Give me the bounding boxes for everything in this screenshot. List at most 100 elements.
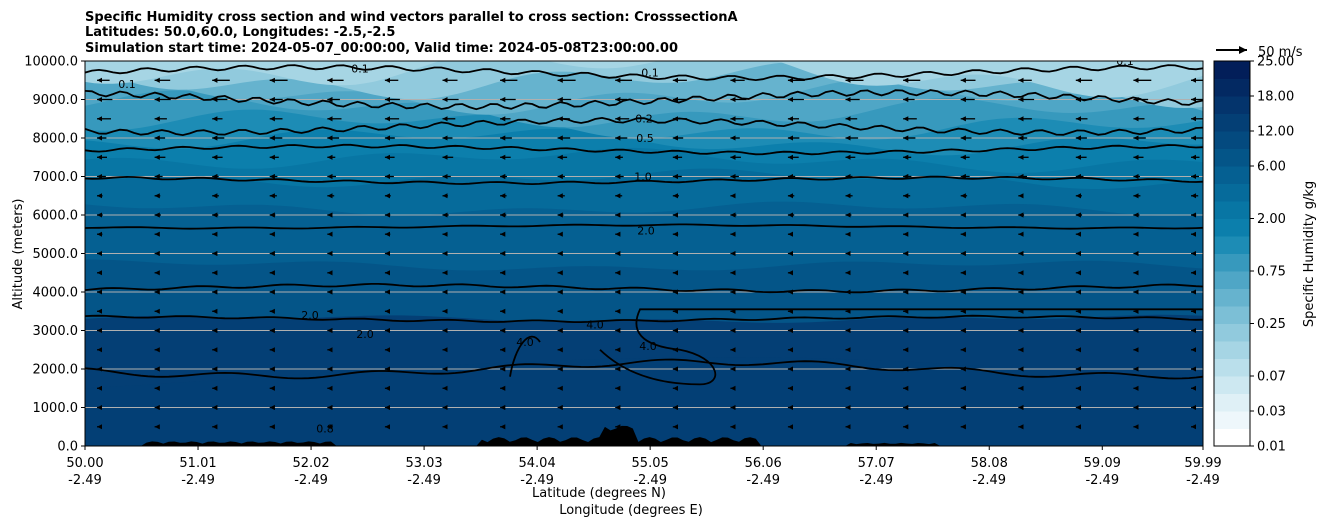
chart-title-line-1: Specific Humidity cross section and wind… <box>85 10 738 25</box>
contour-line <box>85 143 1203 156</box>
colorbar-segment <box>1214 131 1250 149</box>
contour-line-4 <box>599 308 1203 386</box>
colorbar-segment <box>1214 166 1250 184</box>
humidity-band-lower <box>85 357 1203 446</box>
plot-area: 0.1 0.1 0.1 0.1 0.2 0.5 1.0 2.0 2.0 2.0 4.0 4.0 4.0 0… <box>85 55 1203 446</box>
x-tick-label-lon: -2.49 <box>294 473 328 488</box>
terrain <box>85 425 1203 446</box>
x-tick-label-lon: -2.49 <box>68 473 102 488</box>
y-tick-label: 0.0 <box>57 440 78 455</box>
colorbar-tick-label: 18.00 <box>1257 90 1294 105</box>
colorbar-segment <box>1214 358 1250 377</box>
x-tick-label-lat: 58.08 <box>971 456 1008 471</box>
x-tick-label-lon: -2.49 <box>1186 473 1220 488</box>
colorbar-label: Specific Humidity g/kg <box>1302 181 1317 327</box>
chart-title-line-2: Latitudes: 50.0,60.0, Longitudes: -2.5,-… <box>85 25 395 40</box>
colorbar: 0.01 0.03 0.07 0.25 0.75 2.00 6.00 12.00 18.00 25… <box>1214 55 1294 455</box>
contour-line <box>85 283 1203 294</box>
colorbar-tick-label: 0.03 <box>1257 405 1286 420</box>
colorbar-segment <box>1214 376 1250 394</box>
x-tick-label-lon: -2.49 <box>859 473 893 488</box>
y-tick-label: 6000.0 <box>33 209 79 224</box>
colorbar-frame <box>1213 60 1251 447</box>
colorbar-segment <box>1214 306 1250 324</box>
x-tick-label-lat: 53.03 <box>405 456 442 471</box>
x-axis-label-lon: Longitude (degrees E) <box>559 503 703 518</box>
x-axis-label-lat: Latitude (degrees N) <box>532 486 666 501</box>
colorbar-tick-label: 0.07 <box>1257 370 1286 385</box>
contour-line-4b <box>509 335 541 377</box>
x-tick-label-lon: -2.49 <box>972 473 1006 488</box>
colorbar-segment <box>1214 411 1250 429</box>
y-tick-label: 5000.0 <box>33 247 79 262</box>
contour-label: 4.0 <box>639 340 657 353</box>
colorbar-tick-label: 0.01 <box>1257 440 1286 455</box>
y-tick-label: 2000.0 <box>33 363 79 378</box>
x-tick-label-lat: 55.05 <box>632 456 669 471</box>
contour-label: 0.5 <box>636 132 654 145</box>
colorbar-segment <box>1214 253 1250 272</box>
humidity-contours <box>85 64 1203 386</box>
contour-line <box>85 223 1203 230</box>
x-tick-label-lon: -2.49 <box>520 473 554 488</box>
x-tick-label-lat: 52.02 <box>292 456 329 471</box>
colorbar-segment <box>1214 148 1250 167</box>
colorbar-segment <box>1214 428 1250 447</box>
contour-label: 2.0 <box>637 224 655 237</box>
y-tick-label: 4000.0 <box>33 286 79 301</box>
y-tick-label: 7000.0 <box>33 170 79 185</box>
y-tick-label: 1000.0 <box>33 401 79 416</box>
colorbar-segment <box>1214 61 1250 79</box>
x-tick-label-lon: -2.49 <box>633 473 667 488</box>
contour-line <box>85 175 1203 186</box>
colorbar-tick-label: 0.75 <box>1257 265 1286 280</box>
contour-labels: 0.1 0.1 0.1 0.1 0.2 0.5 1.0 2.0 2.0 2.0 4.0 4.0 4.0 0… <box>118 55 1134 436</box>
x-tick-label-lat: 50.00 <box>66 456 103 471</box>
colorbar-segment <box>1214 341 1250 359</box>
contour-line <box>85 358 1203 380</box>
colorbar-segment <box>1214 96 1250 114</box>
y-axis: 0.0 1000.0 2000.0 3000.0 4000.0 5000.0 6000.0 7… <box>24 55 85 455</box>
contour-label: 0.1 <box>1116 55 1134 68</box>
contour-label: 0.8 <box>316 423 334 436</box>
colorbar-segment <box>1214 201 1250 219</box>
colorbar-segment <box>1214 393 1250 412</box>
colorbar-tick-label: 12.00 <box>1257 125 1294 140</box>
contour-label: 4.0 <box>586 319 604 332</box>
y-axis-label: Altitude (meters) <box>11 199 26 310</box>
colorbar-segment <box>1214 218 1250 237</box>
contour-label: 2.0 <box>356 328 374 341</box>
y-tick-label: 8000.0 <box>33 132 79 147</box>
contour-label: 0.1 <box>641 66 659 79</box>
y-tick-label: 3000.0 <box>33 324 79 339</box>
chart-title-line-3: Simulation start time: 2024-05-07_00:00:… <box>85 41 678 56</box>
wind-reference-label: 50 m/s <box>1258 45 1303 60</box>
colorbar-segment <box>1214 323 1250 342</box>
contour-line <box>85 89 1203 111</box>
colorbar-segment <box>1214 113 1250 132</box>
x-axis: 50.00 -2.49 51.01 -2.49 52.02 -2.49 53.03 -2.49… <box>66 446 1222 488</box>
x-tick-label-lat: 59.09 <box>1084 456 1121 471</box>
colorbar-tick-label: 25.00 <box>1257 55 1294 70</box>
y-tick-label: 10000.0 <box>24 55 78 70</box>
contour-label: 0.1 <box>118 78 136 91</box>
colorbar-segment <box>1214 78 1250 97</box>
x-tick-label-lon: -2.49 <box>1085 473 1119 488</box>
colorbar-segment <box>1214 236 1250 254</box>
x-tick-label-lon: -2.49 <box>746 473 780 488</box>
x-tick-label-lon: -2.49 <box>407 473 441 488</box>
terrain-profile <box>85 425 1203 446</box>
x-tick-label-lat: 57.07 <box>858 456 895 471</box>
x-tick-label-lat: 56.06 <box>745 456 782 471</box>
colorbar-segment <box>1214 288 1250 307</box>
contour-label: 2.0 <box>301 309 319 322</box>
colorbar-tick-label: 6.00 <box>1257 160 1286 175</box>
x-tick-label-lat: 59.99 <box>1184 456 1221 471</box>
contour-label: 0.2 <box>635 113 653 126</box>
x-tick-label-lat: 51.01 <box>179 456 216 471</box>
contour-label: 4.0 <box>516 336 534 349</box>
contour-label: 0.1 <box>351 63 369 76</box>
x-tick-label-lat: 54.04 <box>519 456 556 471</box>
contour-line <box>85 64 1203 82</box>
